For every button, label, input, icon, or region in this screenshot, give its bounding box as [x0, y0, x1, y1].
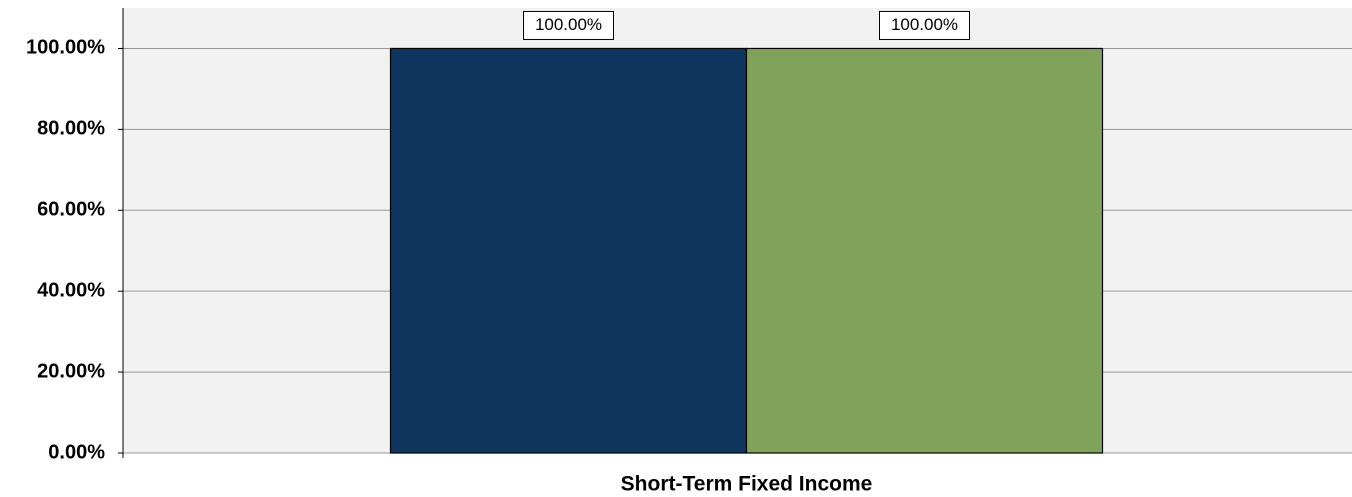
y-tick-label: 0.00%: [48, 441, 105, 463]
bar: [389, 47, 748, 454]
value-label-box: [523, 10, 614, 40]
y-tick-label: 20.00%: [37, 360, 105, 382]
y-tick-label: 100.00%: [26, 37, 105, 59]
value-label: 100.00%: [891, 15, 958, 34]
bar: [745, 47, 1104, 454]
y-tick-label: 40.00%: [37, 279, 105, 301]
value-label-box: [879, 10, 970, 40]
y-tick-label: 60.00%: [37, 199, 105, 221]
y-tick-label: 80.00%: [37, 118, 105, 140]
x-tick-label: Short-Term Fixed Income: [621, 473, 873, 496]
value-label: 100.00%: [535, 15, 602, 34]
